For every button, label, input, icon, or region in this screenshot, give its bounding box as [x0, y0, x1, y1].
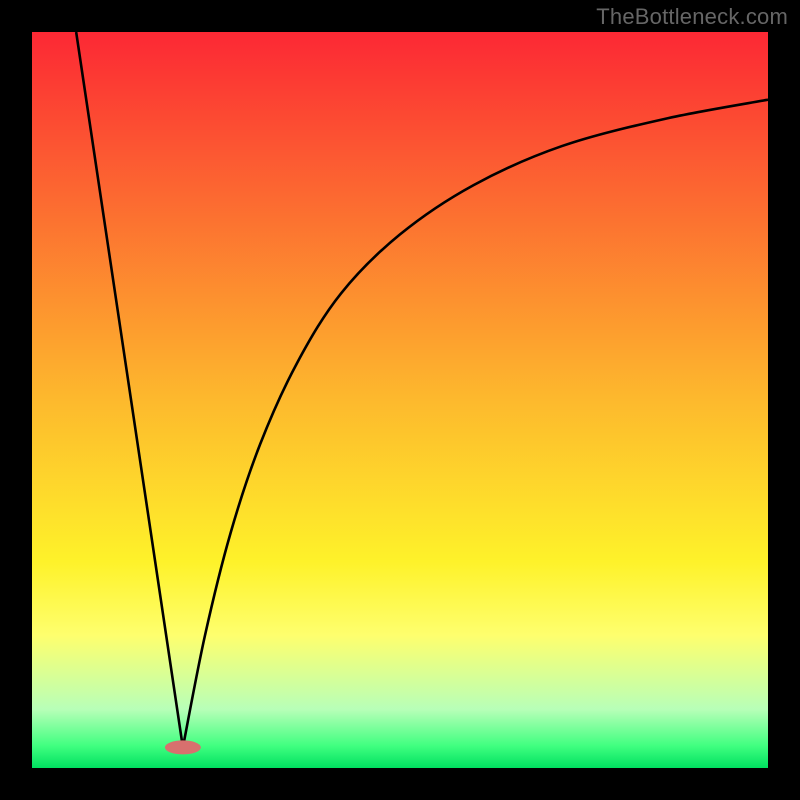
watermark-text: TheBottleneck.com: [596, 4, 788, 30]
bottleneck-chart: [0, 0, 800, 800]
chart-container: [0, 0, 800, 800]
minimum-marker: [165, 740, 201, 754]
chart-background: [32, 32, 768, 768]
